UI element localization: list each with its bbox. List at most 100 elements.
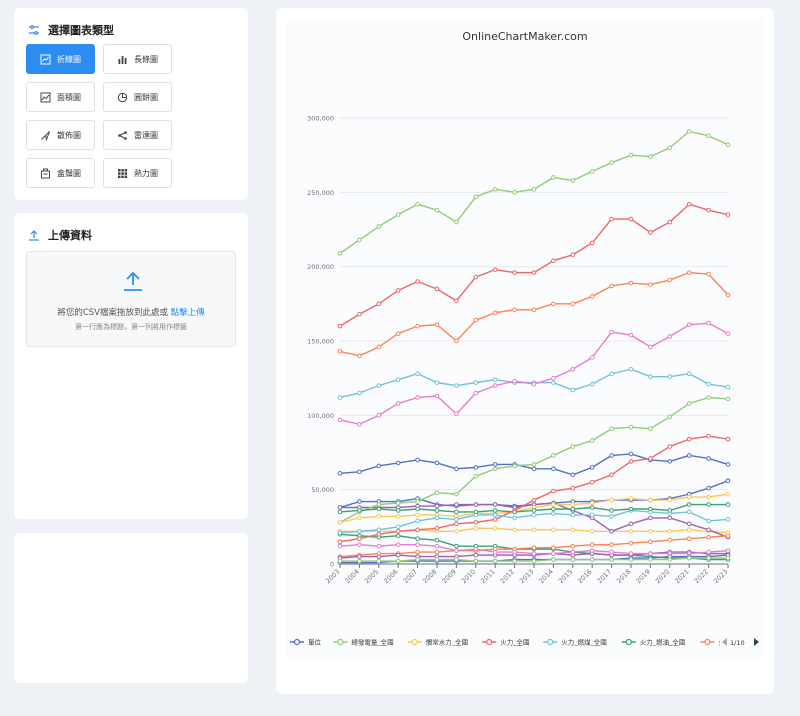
data-point	[337, 417, 343, 423]
data-point	[492, 377, 498, 382]
data-point	[531, 307, 537, 313]
data-point	[512, 270, 517, 275]
csv-drop-zone[interactable]: 將您的CSV檔案拖放到此處或 點擊上傳 第一行應為標題，第一列將用作標籤	[26, 251, 236, 347]
data-point	[473, 520, 479, 525]
data-point	[589, 294, 595, 299]
click-upload-link[interactable]: 點擊上傳	[170, 308, 205, 318]
data-point	[725, 478, 731, 484]
data-point	[570, 387, 576, 393]
data-point	[512, 558, 517, 564]
data-point	[667, 497, 673, 503]
data-point	[395, 552, 401, 558]
chart-type-label: 散佈圖	[57, 130, 81, 140]
data-point	[589, 528, 595, 534]
data-point	[415, 536, 420, 542]
data-point	[415, 518, 420, 524]
data-point	[648, 230, 653, 235]
data-point	[706, 534, 711, 540]
chart-type-button-radar-chart[interactable]: 雷達圖	[103, 120, 172, 150]
data-point	[686, 453, 692, 458]
data-point	[473, 502, 479, 507]
data-point	[609, 472, 614, 478]
data-point	[512, 190, 517, 195]
chart-type-button-pie-chart[interactable]: 圓餅圖	[103, 82, 172, 112]
data-point	[589, 548, 595, 553]
data-point	[667, 277, 673, 283]
chart-type-button-scatter-chart[interactable]: 散佈圖	[26, 120, 95, 150]
data-point	[686, 494, 692, 500]
data-point	[415, 279, 420, 284]
data-point	[492, 466, 498, 472]
data-point	[376, 383, 382, 388]
radar-chart-icon	[118, 130, 127, 140]
data-point	[609, 216, 614, 222]
data-point	[725, 462, 731, 467]
data-point	[376, 558, 382, 564]
data-point	[628, 521, 634, 527]
data-point	[628, 557, 634, 562]
data-point	[512, 549, 517, 555]
data-point	[531, 512, 537, 518]
data-point	[415, 499, 420, 504]
data-point	[589, 479, 595, 485]
data-point	[667, 508, 673, 513]
data-point	[609, 160, 614, 165]
chart-type-button-boxplot[interactable]: 盒鬚圖	[26, 158, 95, 188]
data-point	[551, 301, 556, 307]
data-point	[454, 411, 459, 417]
data-point	[628, 551, 634, 556]
scatter-chart-icon	[41, 130, 50, 141]
data-point	[648, 154, 653, 159]
line-chart-icon	[40, 54, 51, 64]
legend-label: 慣常水力_全國	[426, 638, 468, 647]
legend-label: 火力_燃油_全國	[640, 638, 686, 647]
data-point	[648, 497, 653, 503]
chart-type-button-area-chart[interactable]: 面積圖	[26, 82, 95, 112]
chart-type-label: 折線圖	[57, 54, 81, 64]
data-point	[454, 298, 459, 304]
data-point	[628, 528, 634, 534]
data-point	[434, 543, 440, 549]
data-point	[609, 283, 614, 289]
data-point	[725, 491, 731, 497]
data-point	[376, 344, 382, 350]
legend-label: 火力_全國	[500, 638, 529, 647]
chart-type-title: 選擇圖表類型	[48, 24, 114, 37]
data-point	[609, 542, 614, 547]
legend-next-icon[interactable]	[754, 638, 759, 646]
chart-type-button-heatmap[interactable]: 熱力圖	[103, 158, 172, 188]
chart-type-button-line-chart[interactable]: 折線圖	[26, 44, 95, 74]
data-point	[512, 307, 517, 313]
data-point	[395, 377, 401, 382]
data-point	[454, 509, 459, 515]
data-point	[725, 212, 731, 217]
data-point	[531, 551, 537, 556]
data-point	[337, 349, 343, 354]
chart-type-panel: 選擇圖表類型 折線圖 長條圖 面積圖 圓餅圖散佈圖 雷達圖 盒鬚圖 熱力圖	[14, 8, 248, 200]
data-point	[570, 252, 576, 258]
data-point	[395, 524, 401, 530]
data-point	[454, 521, 459, 527]
legend-swatch-dot	[704, 638, 711, 646]
data-point	[492, 517, 498, 522]
legend-prev-icon[interactable]	[722, 638, 727, 646]
data-point	[395, 528, 401, 534]
line-chart: OnlineChartMaker.com 0 50,000 100,000 150,00…	[286, 18, 764, 658]
data-point	[551, 506, 556, 512]
data-point	[337, 395, 343, 400]
data-point	[395, 542, 401, 547]
data-point	[376, 531, 382, 537]
data-point	[551, 488, 556, 494]
data-point	[706, 456, 711, 461]
data-point	[667, 219, 673, 225]
data-point	[376, 413, 382, 418]
data-point	[512, 378, 517, 384]
legend-swatch-dot	[625, 638, 632, 646]
legend-label: 單位	[308, 638, 322, 647]
chart-type-button-bar-chart[interactable]: 長條圖	[103, 44, 172, 74]
y-tick-label: 250,000	[307, 189, 334, 197]
sliders-icon	[29, 25, 39, 35]
data-point	[512, 509, 517, 515]
data-point	[609, 528, 614, 534]
data-point	[357, 237, 362, 243]
